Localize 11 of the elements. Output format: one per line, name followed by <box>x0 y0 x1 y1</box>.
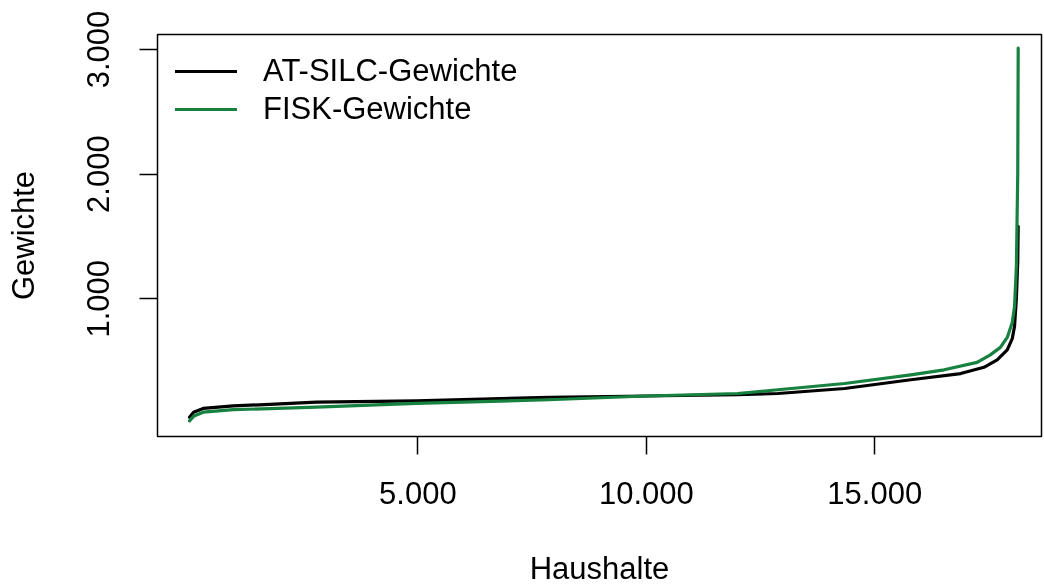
x-axis-title: Haushalte <box>529 550 670 586</box>
legend-label: FISK-Gewichte <box>263 90 472 128</box>
legend-label: AT-SILC-Gewichte <box>263 52 518 90</box>
line-series <box>187 46 1020 423</box>
y-tick-label: 1.000 <box>81 259 117 338</box>
y-axis-title: Gewichte <box>5 170 41 301</box>
x-tick-label: 5.000 <box>379 475 457 511</box>
y-tick-label: 3.000 <box>81 10 117 89</box>
x-tick-label: 10.000 <box>598 475 694 511</box>
y-tick-label: 2.000 <box>81 135 117 213</box>
x-tick-label: 15.000 <box>827 475 923 511</box>
